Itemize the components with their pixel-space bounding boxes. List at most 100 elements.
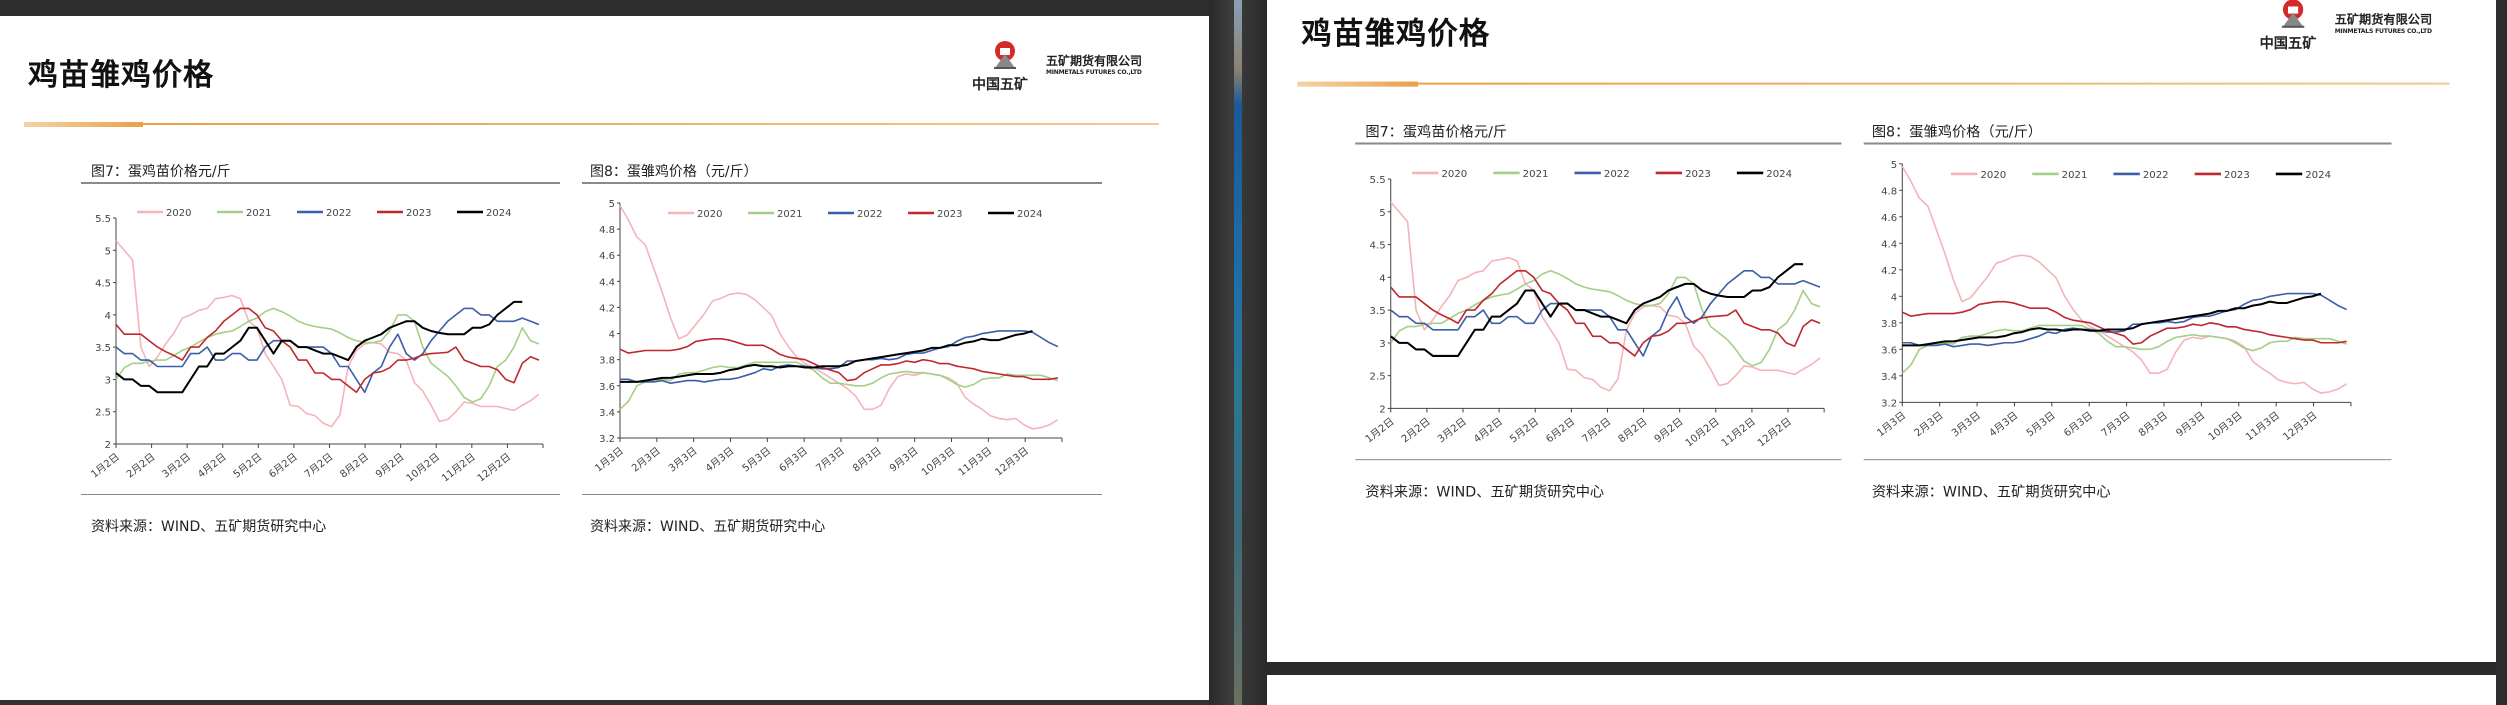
slide-page-1: 鸡苗雏鸡价格 中国五矿 五矿期货有限公司 MINMETALS FUTURES C… (0, 16, 1209, 700)
legend-2023-label: 2023 (1685, 169, 1711, 180)
x-tick-label: 1月3日 (1875, 409, 1909, 439)
x-tick-label: 6月2日 (267, 451, 300, 481)
x-tick-label: 2月3日 (629, 445, 662, 475)
title-underline-accent (24, 122, 143, 127)
legend-2022-label: 2022 (1604, 169, 1630, 180)
chart-7-source: 资料来源：WIND、五矿期货研究中心 (91, 519, 327, 535)
series-2021-line (1901, 324, 2347, 374)
x-tick-label: 4月2日 (195, 451, 228, 481)
y-tick-label: 3.8 (599, 356, 615, 367)
legend-2023-label: 2023 (937, 209, 962, 220)
x-tick-label: 2月2日 (1399, 416, 1433, 446)
y-tick-label: 3.8 (1881, 319, 1897, 330)
x-tick-label: 10月2日 (1683, 416, 1722, 450)
x-tick-label: 6月2日 (1544, 416, 1578, 446)
legend-2024-label: 2024 (1766, 169, 1792, 180)
legend-2024-label: 2024 (1017, 209, 1042, 220)
y-tick-label: 4.6 (599, 251, 615, 262)
series-2022-line (1390, 269, 1821, 357)
x-tick-label: 3月3日 (1949, 409, 1983, 439)
series-2023-line (1901, 300, 2347, 345)
y-tick-label: 3 (105, 375, 111, 386)
y-tick-label: 2.5 (1370, 372, 1386, 383)
y-tick-label: 5 (609, 199, 615, 210)
y-tick-label: 5 (1891, 160, 1897, 171)
logo-group-name: 中国五矿 (2259, 35, 2317, 53)
slide-page-2: 鸡苗雏鸡价格 中国五矿 五矿期货有限公司 MINMETALS FUTURES C… (1267, 0, 2496, 662)
legend-2022-label: 2022 (326, 208, 351, 219)
x-tick-label: 7月2日 (302, 451, 335, 481)
y-tick-label: 4.2 (1881, 266, 1897, 277)
x-tick-label: 8月2日 (1616, 416, 1650, 446)
x-tick-label: 3月2日 (1435, 416, 1469, 446)
x-tick-label: 7月3日 (814, 445, 847, 475)
x-tick-label: 10月3日 (2206, 409, 2245, 443)
series-2023-line (1390, 269, 1821, 357)
x-tick-label: 12月2日 (1755, 416, 1794, 450)
x-tick-label: 5月3日 (2024, 409, 2058, 439)
chart-8-chick-price: 3.2 3.4 3.6 3.8 4 4.2 4.4 4.6 4.8 5 1月3日 2月3日 3月3日 4月… (1875, 160, 2352, 443)
y-tick-label: 5 (1379, 208, 1385, 219)
y-tick-label: 5 (105, 246, 111, 257)
viewer-top-bar (0, 0, 1209, 16)
legend-2023-label: 2023 (2224, 170, 2250, 181)
legend-2021-label: 2021 (2062, 170, 2088, 181)
y-tick-label: 5.5 (95, 214, 111, 225)
y-tick-label: 3.5 (1370, 306, 1386, 317)
series-2022-line (1902, 292, 2348, 348)
x-tick-label: 1月3日 (593, 445, 626, 475)
y-tick-label: 4.2 (599, 303, 615, 314)
x-tick-label: 8月3日 (850, 445, 883, 475)
x-tick-label: 8月2日 (338, 451, 371, 481)
series-2024-line (620, 329, 1033, 383)
series-2020-line (115, 240, 540, 428)
y-tick-label: 3.4 (599, 408, 615, 419)
chart-8-title: 图8：蛋雏鸡价格（元/斤） (1871, 124, 2042, 141)
x-tick-label: 4月3日 (1987, 409, 2021, 439)
legend-2020-label: 2020 (166, 208, 191, 219)
title-underline (143, 123, 1159, 125)
x-tick-label: 4月2日 (1471, 416, 1505, 446)
slide-page-3-top (1267, 675, 2496, 705)
x-tick-label: 2月2日 (124, 451, 157, 481)
y-tick-label: 5.5 (1370, 175, 1386, 186)
series-2024-line (1390, 263, 1804, 357)
chart-7-source: 资料来源：WIND、五矿期货研究中心 (1365, 484, 1605, 501)
x-tick-label: 12月2日 (475, 451, 513, 485)
legend-2020-label: 2020 (1980, 170, 2006, 181)
x-tick-label: 5月3日 (740, 445, 773, 475)
company-logo: 中国五矿 五矿期货有限公司 MINMETALS FUTURES CO.,LTD (2258, 0, 2461, 57)
chart-7-bottom-rule (81, 494, 560, 495)
y-tick-label: 3.2 (1881, 398, 1897, 409)
series-2021-line (619, 361, 1059, 410)
chart-8-bottom-rule (1863, 459, 2392, 461)
y-tick-label: 2 (105, 440, 111, 451)
series-2020-line (619, 205, 1059, 430)
y-tick-label: 4 (1379, 273, 1385, 284)
legend-2020-label: 2020 (697, 209, 722, 220)
series-2023-line (115, 307, 540, 394)
x-tick-label: 9月2日 (1652, 416, 1686, 446)
chart-7-bottom-rule (1355, 459, 1842, 461)
y-tick-label: 4.8 (599, 225, 615, 236)
chart-7-egg-chick-price: 2 2.5 3 3.5 4 4.5 5 5.5 1月2日 2月2日 3月2日 4月2日 5月2日 6月2日… (89, 208, 544, 485)
x-tick-label: 8月3日 (2136, 409, 2170, 439)
chart-7-egg-chick-price: 2 2.5 3 3.5 4 4.5 5 5.5 1月2日 2月2日 3月2日 4月2日 5月2日 6月2日… (1363, 169, 1825, 450)
chart-8-chick-price: 3.2 3.4 3.6 3.8 4 4.2 4.4 4.6 4.8 5 1月3日 2月3日 3月3日 4月… (593, 199, 1063, 478)
minmetals-emblem-icon (2281, 0, 2305, 28)
x-tick-label: 7月3日 (2099, 409, 2133, 439)
x-tick-label: 5月2日 (1508, 416, 1542, 446)
y-tick-label: 3.2 (599, 434, 615, 445)
series-2024-line (1902, 292, 2322, 347)
logo-company-en: MINMETALS FUTURES CO.,LTD (1046, 69, 1142, 76)
x-tick-label: 9月2日 (373, 451, 406, 481)
y-tick-label: 4.4 (1881, 239, 1897, 250)
x-tick-label: 3月2日 (160, 451, 193, 481)
chart-8-top-rule (582, 182, 1102, 184)
chart-7-title: 图7：蛋鸡苗价格元/斤 (91, 164, 231, 180)
company-logo: 中国五矿 五矿期货有限公司 MINMETALS FUTURES CO.,LTD (970, 38, 1170, 98)
legend-2022-label: 2022 (2143, 170, 2169, 181)
legend-2022-label: 2022 (857, 209, 882, 220)
legend-2021-label: 2021 (777, 209, 802, 220)
y-tick-label: 4.5 (95, 279, 111, 290)
